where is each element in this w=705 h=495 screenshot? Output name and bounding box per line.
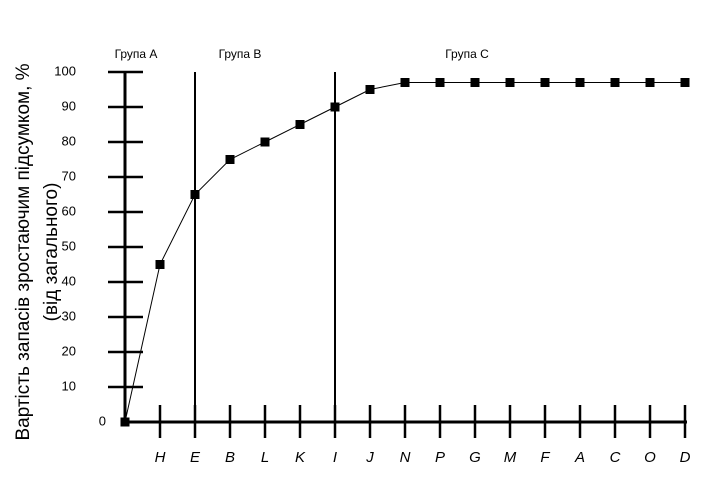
x-tick-label: D: [680, 449, 691, 466]
x-tick-label: G: [469, 449, 481, 466]
x-tick-label: E: [190, 449, 201, 466]
y-axis-label: Вартість запасів зростаючим підсумком, %: [13, 63, 34, 440]
x-tick-label: B: [225, 449, 235, 466]
point-marker: [260, 137, 270, 147]
x-tick-label: M: [504, 449, 517, 466]
y-tick-label: 60: [62, 203, 76, 218]
x-tick-label: O: [644, 449, 656, 466]
point-marker: [295, 120, 305, 129]
point-marker: [680, 78, 690, 87]
series-line: [124, 82, 685, 423]
x-tick-label: A: [574, 449, 585, 466]
y-tick-label: 0: [99, 413, 106, 428]
x-tick-label: F: [540, 449, 550, 466]
y-axis-label: (від загального): [41, 183, 62, 322]
point-marker: [120, 417, 130, 427]
point-marker: [330, 102, 340, 112]
point-marker: [435, 78, 445, 87]
y-tick-label: 70: [62, 168, 76, 183]
y-tick-label: 40: [62, 273, 76, 288]
group-label: Група A: [115, 47, 158, 61]
x-tick-label: I: [333, 449, 337, 466]
y-tick-label: 100: [54, 63, 76, 78]
point-marker: [365, 85, 375, 94]
point-marker: [225, 155, 235, 164]
x-tick-label: J: [365, 449, 374, 466]
y-tick-label: 80: [62, 133, 76, 148]
point-marker: [190, 190, 200, 199]
x-tick-label: C: [610, 449, 621, 466]
x-tick-label: H: [155, 449, 166, 466]
y-tick-label: 90: [62, 98, 76, 113]
x-tick-label: P: [435, 449, 445, 466]
point-marker: [470, 78, 480, 87]
point-marker: [610, 78, 620, 87]
point-marker: [505, 78, 515, 87]
y-tick-label: 50: [62, 238, 76, 253]
group-label: Група C: [445, 47, 489, 61]
group-label: Група B: [219, 47, 262, 61]
point-marker: [155, 260, 165, 269]
point-marker: [645, 78, 655, 87]
y-tick-label: 20: [62, 343, 76, 358]
y-tick-label: 10: [62, 378, 76, 393]
x-tick-label: N: [400, 449, 411, 466]
y-tick-label: 30: [62, 308, 76, 323]
point-marker: [575, 78, 585, 87]
point-marker: [540, 78, 550, 87]
x-tick-label: L: [261, 449, 269, 466]
x-tick-label: K: [295, 449, 306, 466]
point-marker: [400, 78, 410, 87]
